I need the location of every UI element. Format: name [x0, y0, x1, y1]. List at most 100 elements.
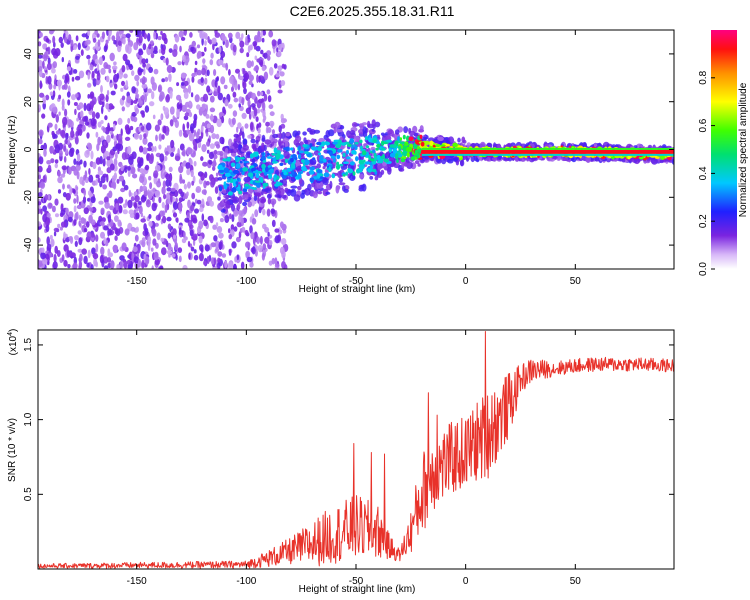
signal-halo	[403, 162, 411, 167]
noise-speckle	[95, 234, 99, 242]
noise-speckle	[249, 216, 253, 223]
signal-core	[316, 141, 322, 146]
noise-speckle	[132, 173, 138, 179]
noise-speckle	[87, 82, 92, 88]
noise-speckle	[128, 189, 132, 198]
noise-speckle	[193, 254, 199, 261]
noise-speckle	[90, 196, 96, 204]
signal-core	[311, 147, 318, 151]
noise-speckle	[178, 197, 183, 203]
noise-speckle	[79, 110, 84, 118]
signal-core	[243, 160, 250, 164]
noise-speckle	[87, 249, 91, 259]
noise-speckle	[202, 58, 206, 64]
signal-halo	[329, 180, 333, 189]
signal-core	[297, 173, 302, 179]
signal-halo	[349, 174, 356, 181]
noise-speckle	[261, 37, 265, 43]
signal-core	[392, 148, 398, 154]
signal-core	[420, 141, 425, 147]
noise-speckle	[245, 241, 251, 248]
noise-speckle	[232, 263, 237, 269]
signal-core	[321, 141, 325, 146]
noise-speckle	[58, 94, 62, 100]
signal-core	[269, 168, 274, 174]
noise-speckle	[190, 92, 194, 98]
signal-halo	[260, 198, 266, 203]
noise-speckle	[62, 183, 65, 190]
noise-speckle	[251, 103, 256, 108]
noise-speckle	[279, 66, 282, 73]
noise-speckle	[140, 94, 145, 102]
noise-speckle	[208, 159, 213, 165]
noise-speckle	[218, 46, 222, 54]
noise-speckle	[107, 214, 112, 223]
noise-speckle	[53, 231, 57, 237]
signal-core	[335, 164, 341, 170]
noise-speckle	[271, 219, 276, 228]
noise-speckle	[125, 80, 129, 89]
signal-core	[223, 184, 228, 190]
noise-speckle	[56, 250, 61, 257]
noise-speckle	[96, 63, 100, 72]
noise-speckle	[244, 229, 249, 236]
noise-speckle	[254, 209, 259, 218]
noise-speckle	[142, 137, 148, 145]
noise-speckle	[136, 80, 140, 87]
noise-speckle	[144, 256, 150, 265]
noise-speckle	[166, 187, 172, 192]
noise-speckle	[135, 212, 140, 220]
signal-core	[396, 158, 399, 163]
signal-core	[359, 166, 363, 173]
signal-core	[452, 142, 458, 148]
noise-speckle	[96, 72, 101, 81]
noise-speckle	[262, 30, 266, 36]
noise-speckle	[113, 244, 118, 254]
signal-core	[217, 164, 223, 170]
signal-core	[364, 161, 371, 165]
noise-speckle	[239, 40, 245, 48]
noise-speckle	[263, 71, 269, 81]
signal-core	[400, 158, 406, 163]
noise-speckle	[113, 61, 117, 66]
noise-speckle	[88, 207, 94, 212]
noise-speckle	[153, 68, 159, 75]
noise-speckle	[279, 246, 285, 255]
snr-x-ticks: -150 -100 -50 0 50	[127, 330, 581, 587]
noise-speckle	[154, 164, 161, 172]
noise-speckle	[266, 127, 272, 133]
noise-speckle	[200, 77, 204, 83]
noise-speckle	[218, 190, 222, 197]
signal-halo	[349, 130, 356, 136]
noise-speckle	[118, 40, 122, 46]
noise-speckle	[115, 203, 119, 211]
signal-halo	[359, 173, 365, 179]
noise-speckle	[61, 98, 65, 108]
noise-speckle	[90, 150, 94, 160]
signal-core	[242, 188, 248, 193]
signal-halo	[317, 190, 322, 195]
noise-speckle	[64, 108, 68, 117]
signal-halo	[496, 143, 501, 149]
noise-speckle	[59, 226, 64, 231]
noise-speckle	[188, 111, 193, 118]
signal-core	[345, 171, 349, 176]
noise-speckle	[190, 214, 193, 222]
noise-speckle	[65, 75, 70, 83]
noise-speckle	[78, 128, 83, 136]
noise-speckle	[48, 82, 53, 90]
noise-speckle	[39, 32, 43, 38]
noise-speckle	[137, 258, 142, 268]
signal-core	[298, 145, 301, 151]
signal-halo	[222, 189, 227, 194]
noise-speckle	[198, 252, 204, 262]
spectrogram-x-label: Height of straight line (km)	[299, 284, 416, 295]
noise-speckle	[268, 104, 274, 110]
noise-speckle	[213, 257, 217, 265]
noise-speckle	[73, 168, 78, 176]
noise-speckle	[101, 217, 106, 223]
noise-speckle	[54, 198, 59, 206]
noise-speckle	[189, 229, 194, 237]
noise-speckle	[158, 144, 162, 150]
noise-speckle	[133, 256, 140, 264]
